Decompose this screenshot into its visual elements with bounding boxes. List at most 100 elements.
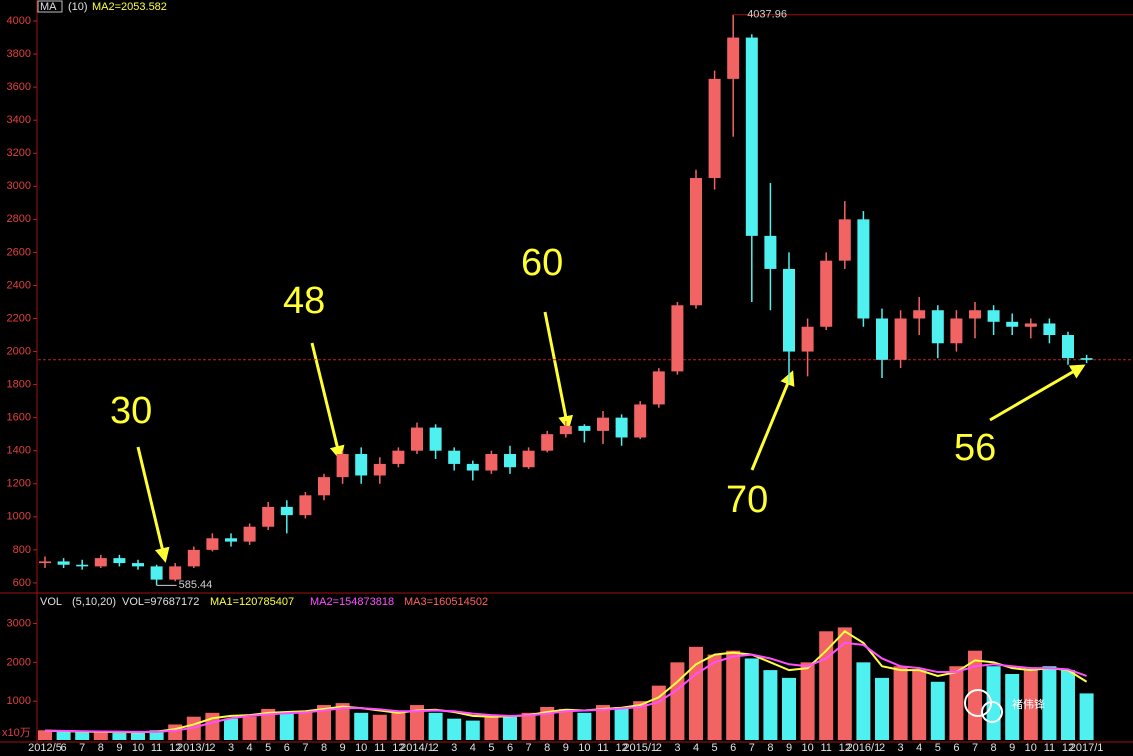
x-tick-label: 10 bbox=[132, 742, 144, 754]
x-tick-label: 8 bbox=[544, 742, 550, 754]
volume-bar bbox=[75, 732, 90, 740]
candle-body bbox=[448, 450, 461, 464]
volume-bar bbox=[279, 712, 294, 740]
volume-bar bbox=[1061, 670, 1075, 740]
volume-name[interactable]: VOL bbox=[40, 596, 62, 608]
candle-body bbox=[243, 526, 256, 542]
volume-ma-line bbox=[44, 630, 1088, 734]
volume-bar bbox=[1005, 674, 1020, 740]
x-tick-label: 12 bbox=[392, 742, 404, 754]
candle-body bbox=[690, 178, 702, 306]
volume-bar bbox=[689, 646, 703, 740]
y-tick-label: 2400 bbox=[7, 279, 31, 291]
y-tick-label: 3400 bbox=[7, 114, 31, 126]
volume-bar bbox=[38, 730, 52, 740]
candle-body bbox=[411, 427, 423, 451]
volume-bar bbox=[596, 705, 610, 740]
annotation-arrow bbox=[750, 370, 795, 471]
volume-bar bbox=[707, 654, 722, 740]
x-tick-label: 11 bbox=[151, 742, 162, 754]
volume-bar bbox=[503, 716, 517, 740]
y-tick-label: 2800 bbox=[7, 213, 31, 225]
volume-bar bbox=[465, 720, 480, 740]
x-tick-label: 2 bbox=[656, 742, 662, 754]
x-tick-label: 7 bbox=[526, 742, 532, 754]
candle-body bbox=[355, 454, 368, 476]
x-tick-label: 8 bbox=[991, 742, 997, 754]
x-tick-label: 9 bbox=[1009, 742, 1015, 754]
x-tick-label: 6 bbox=[730, 742, 736, 754]
x-tick-label: 11 bbox=[597, 742, 608, 754]
candle-body bbox=[969, 310, 981, 319]
volume-bar bbox=[800, 662, 815, 740]
candle-body bbox=[94, 558, 107, 567]
volume-bar bbox=[354, 712, 369, 740]
candle-body bbox=[113, 558, 126, 564]
candle-body bbox=[894, 318, 907, 360]
candle-body bbox=[745, 37, 758, 236]
candle-body bbox=[392, 450, 405, 464]
volume-bar bbox=[242, 716, 257, 740]
candle-body bbox=[336, 454, 349, 478]
volume-bar bbox=[912, 670, 927, 740]
x-tick-label: 4 bbox=[693, 742, 699, 754]
annotation-arrow bbox=[136, 446, 170, 563]
candle-body bbox=[764, 235, 777, 269]
y-tick-label: 3800 bbox=[7, 48, 31, 60]
y-tick-label: 3000 bbox=[7, 180, 31, 192]
candle-body bbox=[280, 506, 293, 516]
candle-body bbox=[1006, 321, 1019, 327]
volume-bar bbox=[131, 732, 145, 740]
candle-body bbox=[187, 549, 200, 567]
y-tick-label: 1000 bbox=[7, 695, 31, 707]
watermark: 褚伟锋 bbox=[1012, 697, 1045, 711]
y-tick-label: 4000 bbox=[7, 15, 31, 27]
volume-bar bbox=[261, 708, 276, 740]
volume-bar bbox=[391, 712, 406, 740]
candle-body bbox=[727, 37, 740, 79]
volume-unit: x10万 bbox=[2, 727, 31, 739]
x-tick-label: 10 bbox=[801, 742, 813, 754]
indicator-params: (10) bbox=[68, 1, 88, 13]
candle-body bbox=[262, 506, 275, 527]
y-tick-label: 3000 bbox=[7, 617, 31, 629]
candle-body bbox=[820, 260, 833, 327]
x-tick-label: 10 bbox=[578, 742, 590, 754]
x-tick-label: 9 bbox=[340, 742, 346, 754]
candle-body bbox=[838, 219, 851, 261]
x-tick-label: 7 bbox=[79, 742, 85, 754]
x-tick-label: 2015/1 bbox=[623, 742, 657, 754]
low-label: 585.44 bbox=[179, 579, 213, 591]
x-tick-label: 4 bbox=[916, 742, 922, 754]
volume-value: VOL=97687172 bbox=[122, 596, 199, 608]
volume-ma2: MA2=154873818 bbox=[310, 596, 394, 608]
annotation: 30 bbox=[110, 390, 152, 432]
volume-bar bbox=[893, 666, 908, 740]
indicator-name[interactable]: MA bbox=[40, 1, 57, 13]
volume-bar bbox=[558, 708, 573, 740]
annotation: 48 bbox=[283, 280, 325, 322]
x-tick-label: 6 bbox=[953, 742, 959, 754]
y-tick-label: 2000 bbox=[7, 656, 31, 668]
x-tick-label: 8 bbox=[767, 742, 773, 754]
candle-body bbox=[169, 566, 182, 580]
volume-bar bbox=[633, 701, 648, 740]
candle-body bbox=[76, 564, 89, 567]
candle-body bbox=[931, 310, 944, 344]
x-tick-label: 4 bbox=[247, 742, 253, 754]
x-tick-label: 9 bbox=[116, 742, 122, 754]
x-tick-label: 12 bbox=[615, 742, 627, 754]
volume-bar bbox=[837, 627, 852, 740]
x-tick-label: 2 bbox=[879, 742, 885, 754]
x-tick-label: 3 bbox=[898, 742, 904, 754]
candle-body bbox=[1043, 323, 1056, 336]
x-tick-label: 9 bbox=[786, 742, 792, 754]
candle-body bbox=[987, 310, 1000, 322]
indicator-box[interactable] bbox=[37, 0, 63, 13]
candle-body bbox=[1080, 358, 1093, 360]
volume-bar bbox=[577, 712, 592, 740]
x-tick-label: 3 bbox=[674, 742, 680, 754]
candle-body bbox=[373, 463, 386, 476]
